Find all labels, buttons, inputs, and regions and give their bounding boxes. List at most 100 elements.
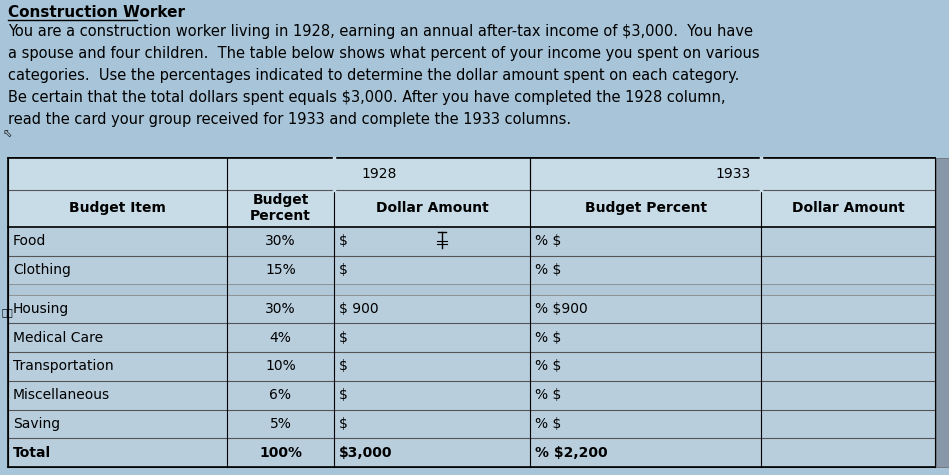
Text: Construction Worker: Construction Worker <box>8 5 185 20</box>
Text: % $: % $ <box>535 331 562 345</box>
Text: % $900: % $900 <box>535 302 588 316</box>
Bar <box>761 409 935 438</box>
Bar <box>8 381 227 409</box>
Text: Housing: Housing <box>13 302 69 316</box>
Bar <box>530 158 761 190</box>
Bar <box>530 409 761 438</box>
Bar <box>761 158 935 190</box>
Bar <box>227 294 334 323</box>
Bar <box>761 227 935 256</box>
Bar <box>334 323 530 352</box>
Bar <box>8 438 227 467</box>
Text: Total: Total <box>13 446 51 460</box>
Bar <box>530 438 761 467</box>
Text: Budget Item: Budget Item <box>69 201 166 215</box>
Bar <box>334 285 530 294</box>
Bar <box>334 227 530 256</box>
Text: 15%: 15% <box>265 263 296 277</box>
Bar <box>227 323 334 352</box>
Bar <box>8 190 227 227</box>
Text: 1933: 1933 <box>716 167 751 181</box>
Bar <box>227 381 334 409</box>
Bar <box>761 352 935 381</box>
Bar <box>334 381 530 409</box>
Bar <box>530 381 761 409</box>
Bar <box>530 294 761 323</box>
Bar <box>8 227 227 256</box>
Bar <box>530 256 761 285</box>
Bar <box>334 158 530 190</box>
Bar <box>227 256 334 285</box>
Bar <box>334 409 530 438</box>
Bar <box>227 158 334 190</box>
Text: % $: % $ <box>535 388 562 402</box>
Text: 5%: 5% <box>270 417 291 431</box>
Text: % $: % $ <box>535 234 562 248</box>
Text: Clothing: Clothing <box>13 263 71 277</box>
Text: % $: % $ <box>535 360 562 373</box>
Text: $: $ <box>339 263 347 277</box>
Bar <box>8 409 227 438</box>
Bar <box>761 256 935 285</box>
Text: % $2,200: % $2,200 <box>535 446 608 460</box>
Bar <box>227 227 334 256</box>
Text: Food: Food <box>13 234 47 248</box>
Bar <box>530 323 761 352</box>
Text: read the card your group received for 1933 and complete the 1933 columns.: read the card your group received for 19… <box>8 112 571 127</box>
Bar <box>761 285 935 294</box>
Bar <box>761 190 935 227</box>
Bar <box>0 0 935 155</box>
Text: 100%: 100% <box>259 446 302 460</box>
Text: $: $ <box>339 234 347 248</box>
Text: $: $ <box>339 388 347 402</box>
Bar <box>334 190 530 227</box>
Text: 4%: 4% <box>270 331 291 345</box>
Text: 30%: 30% <box>265 302 296 316</box>
Bar <box>227 352 334 381</box>
Bar <box>8 323 227 352</box>
Bar <box>761 323 935 352</box>
Text: Budget
Percent: Budget Percent <box>250 193 311 223</box>
Bar <box>227 190 334 227</box>
Text: Dollar Amount: Dollar Amount <box>376 201 489 215</box>
Bar <box>761 381 935 409</box>
Bar <box>334 294 530 323</box>
Text: Be certain that the total dollars spent equals $3,000. After you have completed : Be certain that the total dollars spent … <box>8 90 725 105</box>
Bar <box>761 438 935 467</box>
Text: 30%: 30% <box>265 234 296 248</box>
Text: Saving: Saving <box>13 417 60 431</box>
Text: ⮜⮞: ⮜⮞ <box>2 307 13 317</box>
Bar <box>334 438 530 467</box>
Bar <box>8 294 227 323</box>
Text: You are a construction worker living in 1928, earning an annual after-tax income: You are a construction worker living in … <box>8 24 753 39</box>
Bar <box>334 352 530 381</box>
Text: Transportation: Transportation <box>13 360 114 373</box>
Text: Medical Care: Medical Care <box>13 331 103 345</box>
Text: $: $ <box>339 417 347 431</box>
Bar <box>530 352 761 381</box>
Text: $: $ <box>339 331 347 345</box>
Bar <box>8 158 935 467</box>
Bar <box>8 285 227 294</box>
Text: Budget Percent: Budget Percent <box>585 201 707 215</box>
Bar <box>334 256 530 285</box>
Text: $: $ <box>339 360 347 373</box>
Text: ⬁: ⬁ <box>2 129 11 139</box>
Bar <box>227 409 334 438</box>
Text: % $: % $ <box>535 263 562 277</box>
Text: $ 900: $ 900 <box>339 302 379 316</box>
Bar <box>8 256 227 285</box>
Text: 10%: 10% <box>265 360 296 373</box>
Bar <box>530 190 761 227</box>
Text: Miscellaneous: Miscellaneous <box>13 388 110 402</box>
Bar <box>227 285 334 294</box>
Text: categories.  Use the percentages indicated to determine the dollar amount spent : categories. Use the percentages indicate… <box>8 68 739 83</box>
Bar <box>8 158 227 190</box>
Text: a spouse and four children.  The table below shows what percent of your income y: a spouse and four children. The table be… <box>8 46 759 61</box>
Bar <box>8 352 227 381</box>
Bar <box>530 285 761 294</box>
Bar <box>936 158 949 467</box>
Bar <box>761 294 935 323</box>
Text: $3,000: $3,000 <box>339 446 392 460</box>
Bar <box>530 227 761 256</box>
